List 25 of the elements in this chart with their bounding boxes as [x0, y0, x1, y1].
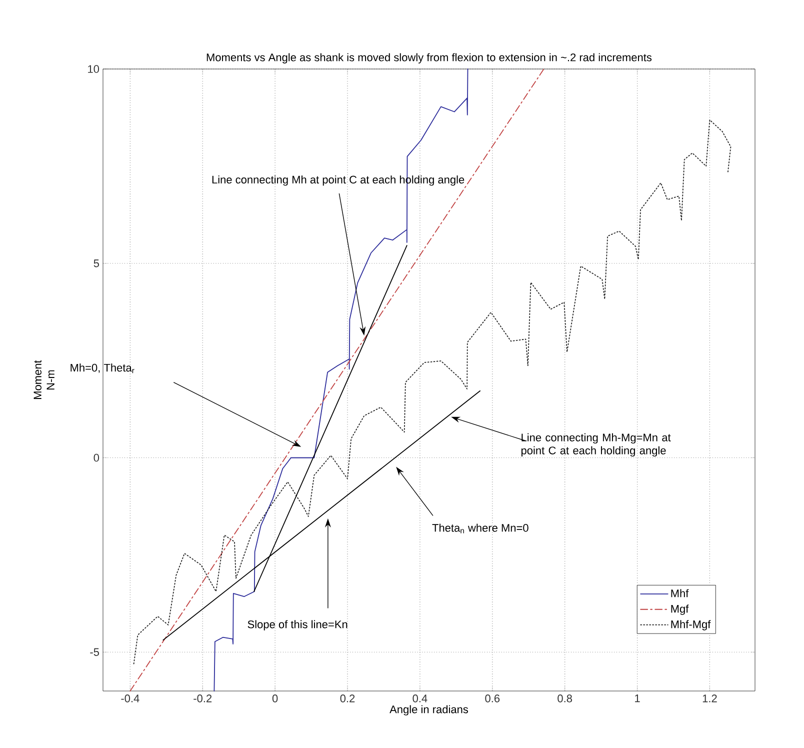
x-tick-label: 0.4	[412, 694, 428, 702]
legend-label: Mgf	[671, 604, 689, 615]
x-tick-label: -0.2	[194, 694, 212, 702]
y-tick-label: 5	[94, 260, 99, 268]
x-axis-title: Angle in radians	[390, 705, 468, 716]
x-tick-label: 1.2	[702, 694, 717, 702]
annotation: Line connecting Mh-Mg=Mn at point C at each holding angle	[521, 433, 671, 457]
x-tick-label: 0	[272, 694, 278, 702]
annotation: Mh=0, Theta$_{r}$	[70, 364, 134, 374]
x-tick-label: -0.4	[121, 694, 140, 702]
legend-label: Mhf-Mgf	[671, 620, 711, 630]
line-series	[133, 119, 732, 664]
y-tick-label: 0	[94, 454, 100, 462]
y-axis-title: Moment N-m	[34, 360, 54, 399]
legend-label: Mhf	[671, 589, 689, 598]
y-tick-label: 10	[88, 65, 100, 73]
chart-title: Moments vs Angle as shank is moved slowly from flexion to extension in ~.2 rad increments	[206, 53, 652, 64]
y-tick-label: -5	[90, 648, 99, 656]
x-tick-label: 1	[635, 694, 640, 702]
line-series	[214, 68, 468, 692]
annotation: Slope of this line=Kn	[248, 620, 348, 630]
x-tick-label: 0.6	[485, 694, 500, 702]
x-tick-label: 0.8	[558, 694, 572, 702]
annotation: Theta$_{n}$ where Mn=0	[432, 524, 528, 534]
x-tick-label: 0.2	[340, 694, 355, 702]
